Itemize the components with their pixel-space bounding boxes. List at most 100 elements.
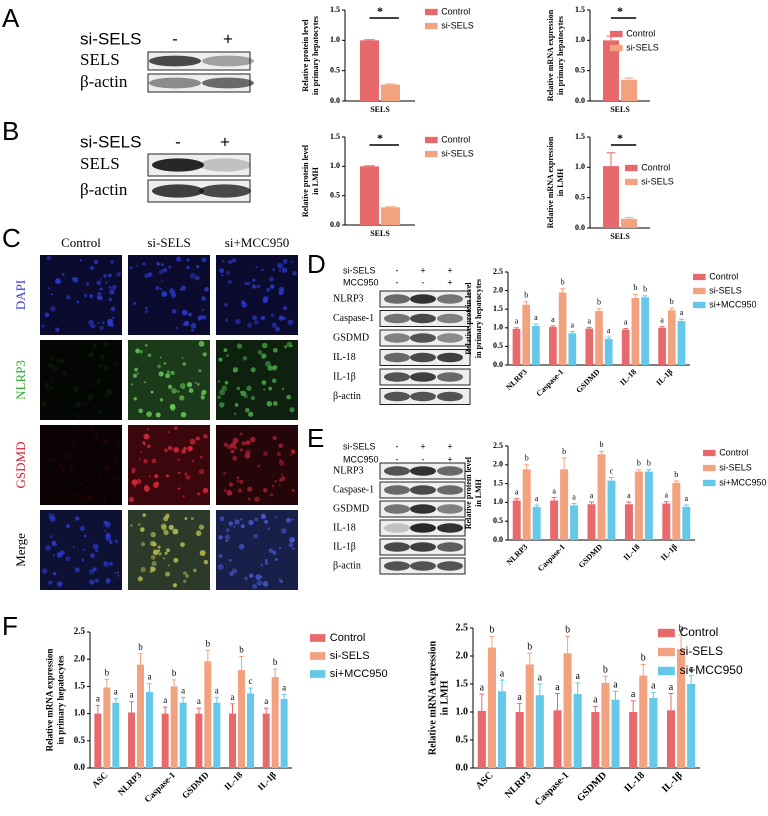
y-tick-label: 2.5 <box>493 267 503 276</box>
legend-swatch <box>625 178 638 186</box>
legend-swatch <box>310 652 326 660</box>
cell-signal <box>279 460 285 466</box>
cell-signal <box>274 558 278 561</box>
cell-signal <box>136 478 142 485</box>
cell-signal <box>92 543 99 550</box>
cell-signal <box>179 395 185 401</box>
cell-signal <box>104 530 107 533</box>
cell-signal <box>250 436 256 443</box>
column-label: si-SELS <box>147 235 190 250</box>
significance-letter: a <box>552 486 556 495</box>
cell-signal <box>201 296 206 301</box>
legend-swatch <box>610 30 623 38</box>
cell-signal <box>262 298 268 304</box>
legend-swatch <box>658 628 675 638</box>
bar <box>649 698 658 768</box>
cell-signal <box>58 462 64 468</box>
cell-signal <box>114 347 117 350</box>
cell-signal <box>248 411 254 417</box>
blot-band <box>384 504 410 514</box>
y-axis-title: Relative protein level <box>464 282 473 355</box>
cell-signal <box>79 429 83 434</box>
cell-signal <box>88 319 94 326</box>
cell-signal <box>202 487 209 494</box>
significance-letter: b <box>600 440 604 449</box>
cell-signal <box>68 450 71 453</box>
cell-signal <box>131 479 138 486</box>
cell-signal <box>148 475 151 478</box>
cell-signal <box>79 482 83 486</box>
cell-signal <box>221 260 225 263</box>
blot-band <box>410 504 436 514</box>
cell-signal <box>272 365 278 370</box>
cell-signal <box>289 407 295 413</box>
cell-signal <box>53 542 58 547</box>
cell-signal <box>264 558 268 562</box>
x-tick-label: SELS <box>610 105 630 114</box>
cell-signal <box>270 493 274 497</box>
y-tick-label: 0.0 <box>456 762 469 773</box>
y-tick-label: 0.0 <box>575 96 585 105</box>
cell-signal <box>218 535 223 540</box>
significance-letter: b <box>527 641 532 652</box>
cell-signal <box>91 471 96 475</box>
bar <box>229 713 237 768</box>
cell-signal <box>61 391 66 395</box>
cell-signal <box>287 319 294 326</box>
cell-signal <box>117 574 120 577</box>
bar <box>497 691 507 768</box>
bar <box>550 500 559 540</box>
y-tick-label: 1.5 <box>330 5 340 14</box>
blot-band <box>202 55 254 67</box>
significance-letter: b <box>565 625 570 636</box>
cell-signal <box>253 533 259 539</box>
cell-signal <box>158 371 164 377</box>
cell-signal <box>197 317 201 321</box>
bar <box>634 471 643 540</box>
cell-signal <box>188 388 194 393</box>
cell-signal <box>182 323 186 326</box>
y-tick-label: 2.0 <box>74 653 86 663</box>
cell-signal <box>111 284 117 290</box>
cell-signal <box>42 568 48 574</box>
cell-signal <box>272 401 278 406</box>
blot-band <box>437 485 463 495</box>
cell-signal <box>93 432 100 438</box>
cell-signal <box>181 356 184 359</box>
cell-signal <box>248 519 254 526</box>
cell-signal <box>226 271 231 275</box>
cell-signal <box>157 545 161 549</box>
significance-letter: a <box>684 494 688 503</box>
cell-signal <box>107 318 114 325</box>
significance-letter: a <box>181 685 185 695</box>
cell-signal <box>66 524 70 529</box>
bar <box>603 40 619 101</box>
cell-signal <box>145 344 148 347</box>
protein-label: β-actin <box>80 72 128 91</box>
significance-letter: b <box>643 285 647 294</box>
cell-signal <box>113 361 120 368</box>
cell-signal <box>227 444 232 450</box>
blot-band <box>384 372 410 382</box>
y-tick-label: 0.5 <box>456 734 469 745</box>
cell-signal <box>108 390 113 395</box>
micrograph <box>40 425 122 505</box>
cell-signal <box>50 306 56 312</box>
bar <box>672 482 681 540</box>
lane-sign: + <box>420 265 425 275</box>
significance-letter: a <box>660 316 664 325</box>
cell-signal <box>221 385 227 391</box>
cell-signal <box>88 351 94 358</box>
bar <box>280 698 288 768</box>
cell-signal <box>246 385 252 391</box>
cell-signal <box>232 437 239 444</box>
treatment-label: si-SELS <box>343 265 376 275</box>
bar <box>631 298 640 365</box>
bar <box>525 664 534 768</box>
cell-signal <box>228 558 232 562</box>
cell-signal <box>235 318 241 325</box>
bar <box>573 694 582 768</box>
protein-label: IL-18 <box>333 522 356 533</box>
blot-band <box>384 391 410 402</box>
significance-letter: b <box>239 645 244 655</box>
